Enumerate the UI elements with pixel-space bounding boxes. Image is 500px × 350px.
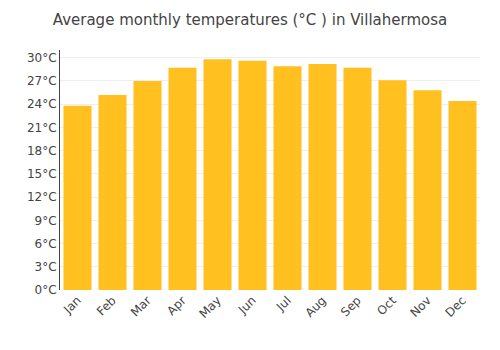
svg-text:6°C: 6°C <box>35 237 57 251</box>
svg-text:24°C: 24°C <box>27 97 57 111</box>
svg-text:Apr: Apr <box>164 293 189 318</box>
svg-text:Dec: Dec <box>443 293 469 319</box>
svg-text:Sep: Sep <box>338 293 364 319</box>
svg-text:21°C: 21°C <box>27 121 57 135</box>
svg-text:May: May <box>196 293 223 320</box>
svg-text:3°C: 3°C <box>35 260 57 274</box>
svg-text:30°C: 30°C <box>27 51 57 65</box>
svg-text:27°C: 27°C <box>27 74 57 88</box>
svg-text:Aug: Aug <box>302 293 328 319</box>
svg-text:0°C: 0°C <box>35 283 57 297</box>
svg-text:15°C: 15°C <box>27 167 57 181</box>
svg-text:9°C: 9°C <box>35 214 57 228</box>
svg-text:Jan: Jan <box>60 293 84 317</box>
svg-text:Feb: Feb <box>94 293 119 318</box>
svg-text:Average monthly temperatures (: Average monthly temperatures (°C ) in Vi… <box>53 11 447 29</box>
svg-text:18°C: 18°C <box>27 144 57 158</box>
svg-text:Mar: Mar <box>128 293 154 319</box>
svg-text:Oct: Oct <box>374 293 399 318</box>
svg-text:Jun: Jun <box>235 293 259 317</box>
svg-text:12°C: 12°C <box>27 190 57 204</box>
svg-text:Nov: Nov <box>407 293 433 319</box>
svg-text:Jul: Jul <box>273 293 294 314</box>
